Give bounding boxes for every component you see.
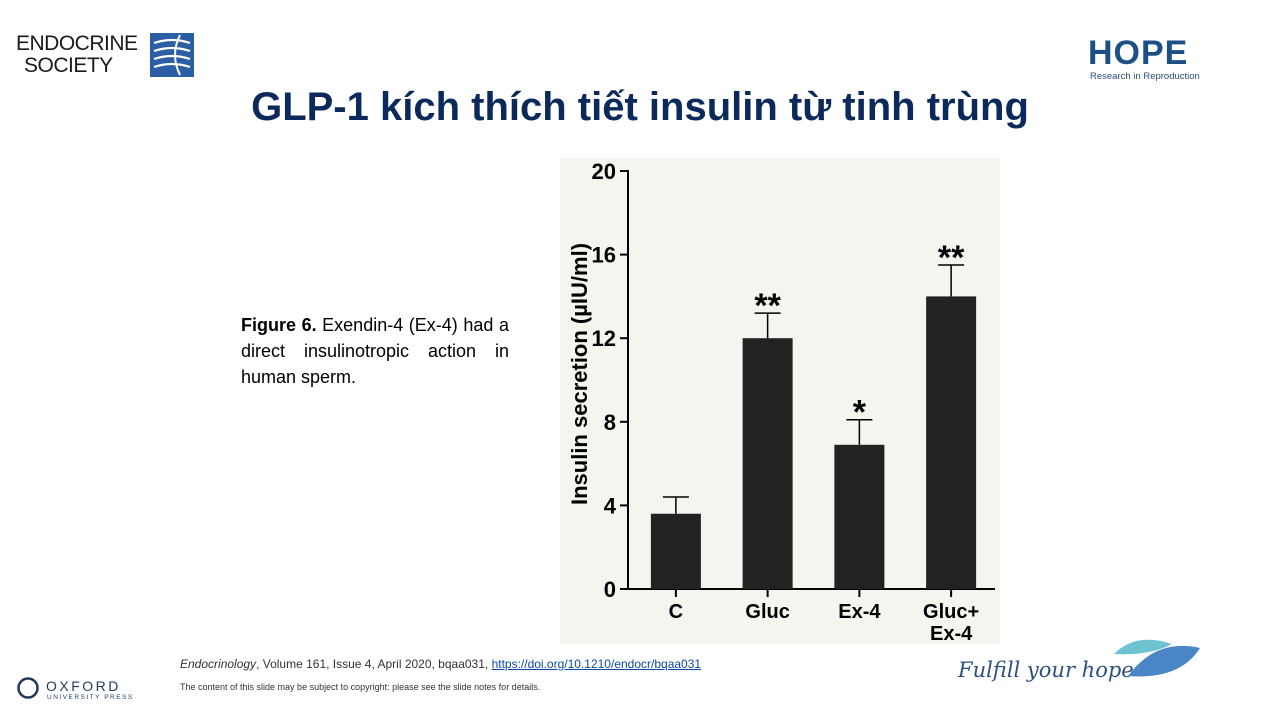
endocrine-globe-icon: [150, 33, 194, 77]
bar: [742, 338, 793, 589]
y-tick-label: 0: [604, 577, 616, 602]
y-tick-label: 12: [592, 326, 616, 351]
significance-marker: *: [853, 394, 867, 432]
bar: [834, 444, 885, 589]
x-category-label: Ex-4: [930, 623, 973, 644]
figure-caption-label: Figure 6.: [241, 315, 317, 335]
hope-logo: HOPE Research in Reproduction: [1088, 36, 1208, 84]
fulfill-your-hope-slogan: Fulfill your hope: [958, 658, 1134, 682]
citation-journal: Endocrinology: [180, 657, 257, 671]
insulin-bar-chart: 048121620C**Gluc*Ex-4**Gluc+Ex-4Insulin …: [567, 159, 995, 644]
bar: [926, 296, 977, 589]
endocrine-logo-line1: ENDOCRINE: [16, 32, 138, 55]
oxford-logo: OXFORD UNIVERSITY PRESS: [16, 676, 136, 706]
hope-logo-word: HOPE: [1088, 34, 1189, 72]
x-category-label: C: [669, 601, 683, 623]
citation-details: , Volume 161, Issue 4, April 2020, bqaa0…: [256, 657, 492, 671]
citation-doi-link[interactable]: https://doi.org/10.1210/endocr/bqaa031: [491, 657, 702, 671]
leaf-icon: [1114, 639, 1200, 677]
significance-marker: **: [754, 287, 781, 325]
endocrine-society-logo: ENDOCRINE SOCIETY: [16, 33, 196, 79]
x-category-label: Ex-4: [838, 601, 881, 623]
bar: [650, 513, 701, 589]
y-tick-label: 4: [604, 493, 617, 518]
copyright-notice: The content of this slide may be subject…: [180, 682, 541, 692]
citation: Endocrinology, Volume 161, Issue 4, Apri…: [180, 657, 701, 671]
figure-caption: Figure 6. Exendin-4 (Ex-4) had a direct …: [241, 312, 509, 390]
oxford-ring-icon: [17, 677, 39, 699]
oxford-logo-sub: UNIVERSITY PRESS: [47, 694, 134, 701]
y-tick-label: 8: [604, 410, 616, 435]
y-axis-label: Insulin secretion (µIU/ml): [567, 243, 592, 505]
y-tick-label: 20: [592, 159, 616, 184]
figure-caption-text: Exendin-4 (Ex-4) had a direct insulinotr…: [241, 315, 509, 387]
significance-marker: **: [938, 239, 965, 277]
x-category-label: Gluc: [745, 601, 789, 623]
x-category-label: Gluc+: [923, 601, 979, 623]
slide-title: GLP-1 kích thích tiết insulin từ tinh tr…: [251, 85, 1029, 129]
oxford-logo-word: OXFORD: [46, 678, 121, 694]
hope-logo-tagline: Research in Reproduction: [1090, 71, 1200, 82]
y-tick-label: 16: [592, 243, 616, 268]
endocrine-logo-line2: SOCIETY: [24, 54, 113, 77]
